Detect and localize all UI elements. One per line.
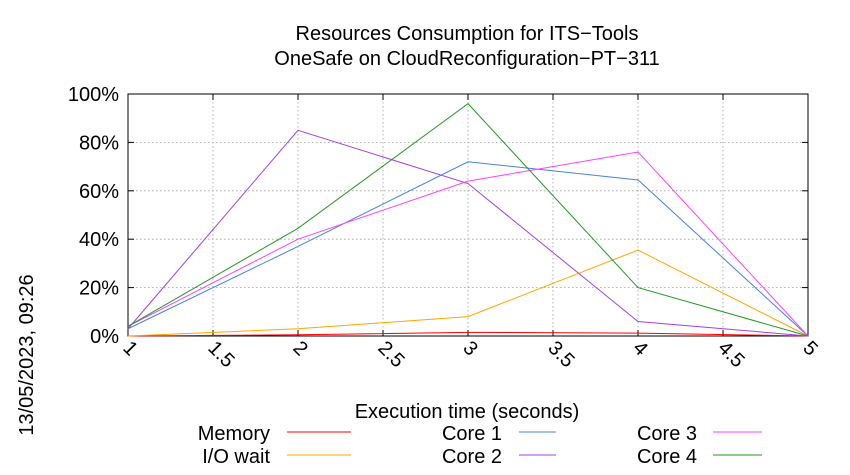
legend-label: Core 3: [637, 423, 697, 445]
chart-title: Resources Consumption for ITS−Tools: [296, 23, 639, 45]
series-line-core-3: [127, 151, 809, 337]
legend-label: Core 4: [637, 446, 697, 468]
x-tick-label: 2: [288, 337, 311, 360]
timestamp-label: 13/05/2023, 09:26: [16, 274, 38, 435]
y-tick-label: 40%: [79, 229, 119, 251]
series-line-i-o-wait: [127, 249, 809, 337]
series-line-core-1: [127, 161, 809, 337]
y-tick-label: 60%: [79, 181, 119, 203]
chart-subtitle: OneSafe on CloudReconfiguration−PT−311: [274, 48, 659, 70]
x-tick-label: 1.5: [203, 337, 238, 372]
x-tick-label: 1: [118, 337, 141, 360]
x-tick-label: 3.5: [543, 337, 578, 372]
x-tick-label: 3: [458, 337, 481, 360]
legend-label: I/O wait: [202, 446, 270, 468]
x-tick-label: 5: [798, 337, 821, 360]
y-tick-label: 100%: [68, 84, 119, 106]
x-tick-label: 4.5: [713, 337, 748, 372]
series-line-core-4: [127, 103, 809, 337]
x-axis: 1 1.5 2 2.5 3 3.5 4 4.5 5: [118, 94, 822, 372]
legend-label: Memory: [198, 423, 270, 445]
x-tick-label: 4: [628, 337, 651, 360]
series-lines: [127, 103, 809, 337]
series-line-core-2: [127, 129, 809, 337]
grid-lines: [128, 94, 808, 336]
y-tick-label: 20%: [79, 278, 119, 300]
y-tick-label: 0%: [90, 326, 119, 348]
x-tick-label: 2.5: [373, 337, 408, 372]
legend-label: Core 1: [442, 423, 502, 445]
x-axis-label: Execution time (seconds): [355, 401, 580, 423]
legend-label: Core 2: [442, 446, 502, 468]
y-tick-label: 80%: [79, 132, 119, 154]
series-line-memory: [127, 331, 809, 337]
y-axis: 0% 20% 40% 60% 80% 100%: [68, 84, 808, 348]
